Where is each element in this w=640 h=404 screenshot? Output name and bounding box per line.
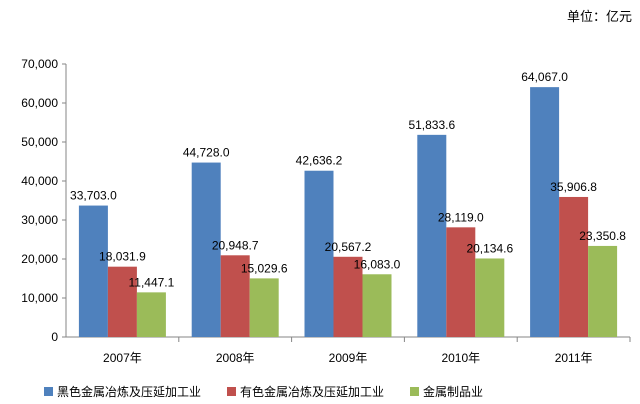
legend-label-ferrous: 黑色金属冶炼及压延加工业 bbox=[57, 385, 202, 399]
bar bbox=[78, 205, 108, 337]
x-tick-label: 2010年 bbox=[441, 351, 480, 365]
bar bbox=[417, 134, 447, 337]
y-tick-label: 30,000 bbox=[21, 213, 58, 227]
bar bbox=[530, 87, 560, 337]
y-tick-label: 20,000 bbox=[21, 252, 58, 266]
y-tick-label: 50,000 bbox=[21, 135, 58, 149]
data-label: 20,134.6 bbox=[466, 241, 513, 255]
x-tick-label: 2008年 bbox=[216, 351, 255, 365]
legend: 黑色金属冶炼及压延加工业 有色金属冶炼及压延加工业 金属制品业 bbox=[44, 383, 483, 400]
y-tick-label: 60,000 bbox=[21, 96, 58, 110]
y-tick-label: 10,000 bbox=[21, 291, 58, 305]
bar bbox=[475, 258, 505, 337]
legend-swatch-metal-products bbox=[410, 387, 420, 396]
data-label: 20,567.2 bbox=[325, 240, 372, 254]
legend-swatch-nonferrous bbox=[227, 387, 237, 396]
data-label: 33,703.0 bbox=[70, 189, 117, 203]
bar bbox=[249, 278, 279, 337]
bar bbox=[107, 266, 137, 337]
y-tick-label: 0 bbox=[51, 330, 58, 344]
bar bbox=[191, 162, 221, 337]
data-label: 64,067.0 bbox=[521, 70, 568, 84]
bar bbox=[362, 274, 392, 337]
y-tick-label: 40,000 bbox=[21, 174, 58, 188]
legend-label-nonferrous: 有色金属冶炼及压延加工业 bbox=[240, 385, 385, 399]
legend-item-metal-products: 金属制品业 bbox=[410, 383, 483, 400]
data-label: 15,029.6 bbox=[241, 261, 288, 275]
data-label: 44,728.0 bbox=[183, 146, 230, 160]
x-tick-label: 2007年 bbox=[103, 351, 142, 365]
data-label: 51,833.6 bbox=[408, 118, 455, 132]
bar bbox=[333, 256, 363, 337]
x-tick-label: 2011年 bbox=[555, 351, 593, 365]
legend-label-metal-products: 金属制品业 bbox=[423, 385, 484, 399]
data-label: 28,119.0 bbox=[438, 210, 484, 224]
bar bbox=[446, 227, 476, 337]
data-label: 18,031.9 bbox=[99, 250, 146, 264]
data-label: 20,948.7 bbox=[212, 238, 259, 252]
x-tick-label: 2009年 bbox=[329, 351, 368, 365]
bar bbox=[559, 196, 589, 337]
bar bbox=[220, 255, 250, 337]
data-label: 23,350.8 bbox=[579, 229, 626, 243]
legend-item-nonferrous: 有色金属冶炼及压延加工业 bbox=[227, 383, 384, 400]
data-label: 42,636.2 bbox=[296, 154, 343, 168]
legend-swatch-ferrous bbox=[44, 387, 53, 396]
bar bbox=[304, 170, 334, 337]
data-label: 35,906.8 bbox=[550, 180, 597, 194]
unit-label: 单位：亿元 bbox=[566, 10, 632, 25]
data-label: 16,083.0 bbox=[354, 257, 401, 271]
legend-item-ferrous: 黑色金属冶炼及压延加工业 bbox=[44, 383, 201, 400]
data-label: 11,447.1 bbox=[128, 275, 174, 289]
y-tick-label: 70,000 bbox=[21, 57, 58, 71]
bar bbox=[136, 292, 166, 337]
bar bbox=[588, 245, 618, 337]
